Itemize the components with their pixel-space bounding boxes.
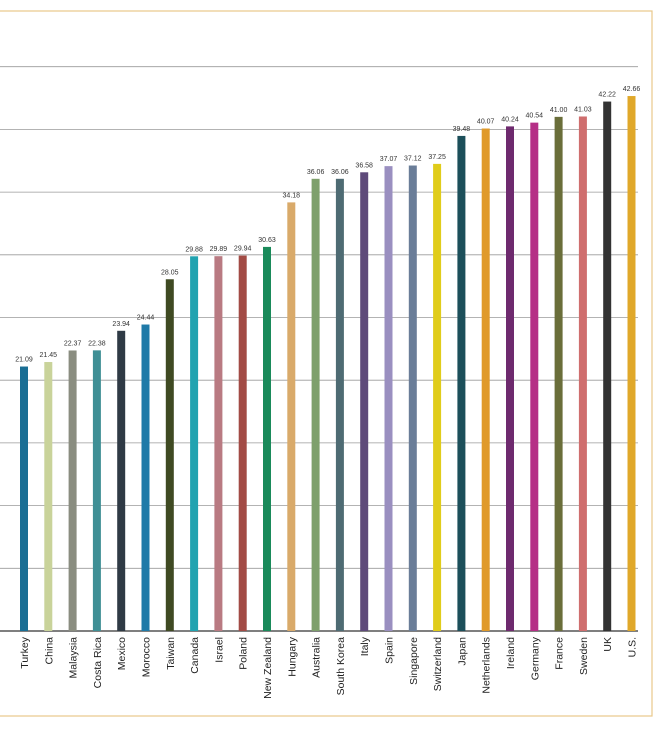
value-label: 30.63 [258,237,276,244]
value-label: 41.03 [574,106,592,113]
bar-uk [603,101,612,631]
category-label: Costa Rica [92,637,104,689]
value-label: 21.45 [40,352,58,359]
chart-frame [0,10,653,717]
category-label: Taiwan [165,637,177,670]
value-label: 28.05 [161,269,179,276]
category-label: New Zealand [262,637,274,699]
category-label: UK [602,637,614,652]
bar-israel [214,256,223,631]
value-label: 39.48 [453,126,471,133]
value-label: 40.24 [501,116,519,123]
value-label: 40.54 [526,113,544,120]
bar-china [44,362,53,631]
bar-switzerland [433,163,442,631]
bar-italy [360,172,369,631]
bar-malaysia [68,350,77,631]
category-label: U.S. [627,637,639,657]
category-label: Israel [213,637,225,663]
bar-singapore [408,165,417,631]
category-label: Switzerland [432,637,444,691]
bar-sweden [578,116,587,631]
value-label: 29.89 [210,246,228,253]
value-label: 36.06 [307,169,325,176]
value-label: 22.38 [88,340,106,347]
bar-taiwan [165,279,174,631]
category-label: Mexico [116,637,128,670]
bar-morocco [141,324,150,631]
category-label: Japan [456,637,468,666]
category-label: China [43,637,55,665]
category-label: France [554,637,566,670]
category-label: Canada [189,637,201,674]
category-label: Malaysia [68,637,80,679]
category-label: Sweden [578,637,590,675]
category-label: Morocco [141,637,153,677]
bar-australia [311,178,320,631]
value-label: 21.09 [15,357,33,364]
category-label: Italy [359,636,371,656]
value-label: 40.07 [477,119,495,126]
category-label: Netherlands [481,637,493,694]
bar-mexico [117,330,126,631]
category-label: Poland [238,637,250,670]
value-label: 37.12 [404,156,422,163]
value-label: 29.88 [185,246,203,253]
bar-spain [384,166,393,631]
bar-poland [238,255,247,631]
category-label: Singapore [408,637,420,685]
value-label: 29.94 [234,246,252,253]
bar-south-korea [335,178,344,631]
value-labels: 21.09 21.45 22.37 22.38 23.94 24.44 28.05 29.88… [15,86,640,363]
value-label: 36.06 [331,169,349,176]
value-label: 37.25 [428,154,446,161]
value-label: 37.07 [380,156,398,163]
bar-u-s- [627,96,636,632]
bars [20,96,636,632]
value-label: 42.22 [598,92,616,99]
category-label: Ireland [505,637,517,669]
bar-hungary [287,202,296,631]
value-label: 42.66 [623,86,641,93]
category-label: Hungary [286,636,298,676]
category-label: Turkey [19,636,31,668]
value-label: 34.18 [283,192,301,199]
bar-netherlands [481,128,490,631]
bar-france [554,116,563,632]
bar-costa-rica [92,350,101,631]
bar-turkey [20,366,28,631]
bar-new-zealand [263,246,271,632]
category-labels: Turkey China Malaysia Costa Rica Mexico Moroc… [19,636,639,699]
value-label: 22.37 [64,340,82,347]
value-label: 41.00 [550,107,568,114]
category-label: Germany [529,636,541,680]
bar-ireland [506,126,514,631]
category-label: Spain [384,637,396,664]
category-label: South Korea [335,637,347,696]
value-label: 23.94 [112,321,130,328]
bar-japan [457,135,466,631]
value-label: 36.58 [355,162,373,169]
value-label: 24.44 [137,315,155,322]
bar-germany [530,122,539,631]
category-label: Australia [311,637,323,678]
bar-canada [190,256,199,631]
